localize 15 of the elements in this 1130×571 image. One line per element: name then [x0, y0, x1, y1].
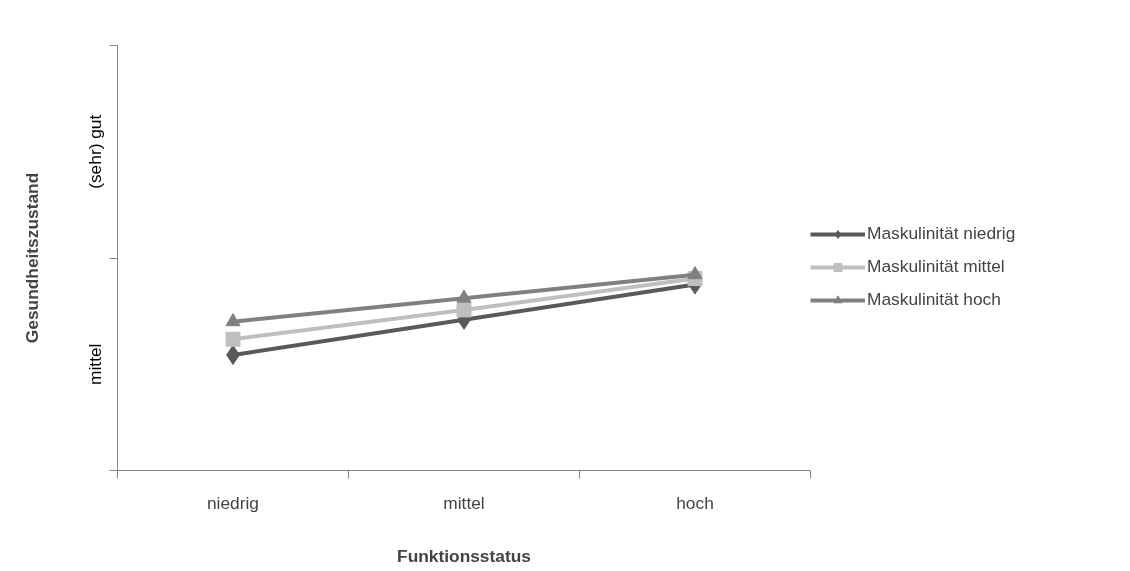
point	[687, 266, 703, 280]
point	[456, 302, 472, 318]
legend-label: Maskulinität mittel	[867, 256, 1005, 277]
text: (sehr) gut	[84, 114, 105, 189]
x-tick-label: mittel	[443, 492, 485, 513]
point	[456, 289, 472, 303]
x-tick-label: niedrig	[206, 492, 260, 513]
x-axis-title: Funktionsstatus	[397, 545, 531, 566]
point	[225, 313, 241, 327]
y-axis-title: Gesundheitszustand	[21, 172, 42, 344]
text: mittel	[84, 343, 105, 385]
x-tick-label: hoch	[676, 492, 714, 513]
legend-label: Maskulinität hoch	[867, 289, 1001, 310]
point	[225, 331, 241, 347]
legend-label: Maskulinität niedrig	[867, 223, 1016, 244]
